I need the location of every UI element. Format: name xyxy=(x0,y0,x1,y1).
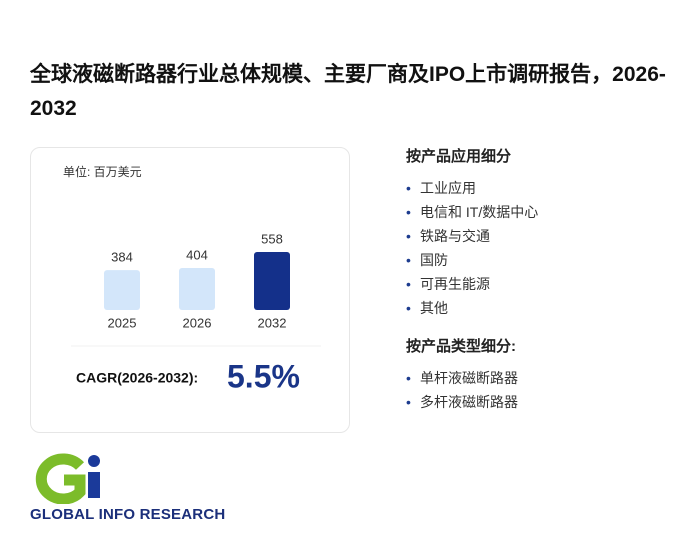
x-label: 2032 xyxy=(258,315,287,330)
segment-item: 其他 xyxy=(406,296,686,320)
segment-item: 单杆液磁断路器 xyxy=(406,366,686,390)
value-label: 558 xyxy=(261,231,283,246)
segment: 按产品类型细分: 单杆液磁断路器多杆液磁断路器 xyxy=(406,336,686,414)
logo-g xyxy=(35,453,86,504)
report-title: 全球液磁断路器行业总体规模、主要厂商及IPO上市调研报告，2026-2032 xyxy=(30,63,666,120)
bar xyxy=(254,252,290,310)
segment-item: 工业应用 xyxy=(406,176,686,200)
segment-item: 国防 xyxy=(406,248,686,272)
bar xyxy=(179,268,215,310)
value-label: 404 xyxy=(186,247,208,262)
segment-item: 可再生能源 xyxy=(406,272,686,296)
cagr-label: CAGR(2026-2032): xyxy=(76,370,198,386)
segment-item: 电信和 IT/数据中心 xyxy=(406,200,686,224)
segments: 按产品应用细分工业应用电信和 IT/数据中心铁路与交通国防可再生能源其他按产品类… xyxy=(406,146,686,430)
chart: 单位: 百万美元 CAGR(2026-2032): 5.5% 384 2025 40… xyxy=(63,164,321,394)
segment-item: 多杆液磁断路器 xyxy=(406,390,686,414)
unit-label: 单位: 百万美元 xyxy=(63,164,142,179)
segment-heading: 按产品类型细分: xyxy=(406,338,516,355)
cagr-value: 5.5% xyxy=(227,358,300,394)
bar xyxy=(104,270,140,310)
logo-i xyxy=(88,472,100,498)
logo-dot xyxy=(88,455,100,467)
segment: 按产品应用细分工业应用电信和 IT/数据中心铁路与交通国防可再生能源其他 xyxy=(406,146,686,320)
logo-text: GLOBAL INFO RESEARCH xyxy=(30,506,226,523)
x-label: 2026 xyxy=(183,315,212,330)
value-label: 384 xyxy=(111,250,133,265)
segment-heading: 按产品应用细分 xyxy=(406,148,512,165)
x-label: 2025 xyxy=(108,315,137,330)
segment-item: 铁路与交通 xyxy=(406,224,686,248)
market-card: 单位: 百万美元 CAGR(2026-2032): 5.5% 384 2025 40… xyxy=(30,147,350,433)
logo-graphic xyxy=(35,453,100,504)
